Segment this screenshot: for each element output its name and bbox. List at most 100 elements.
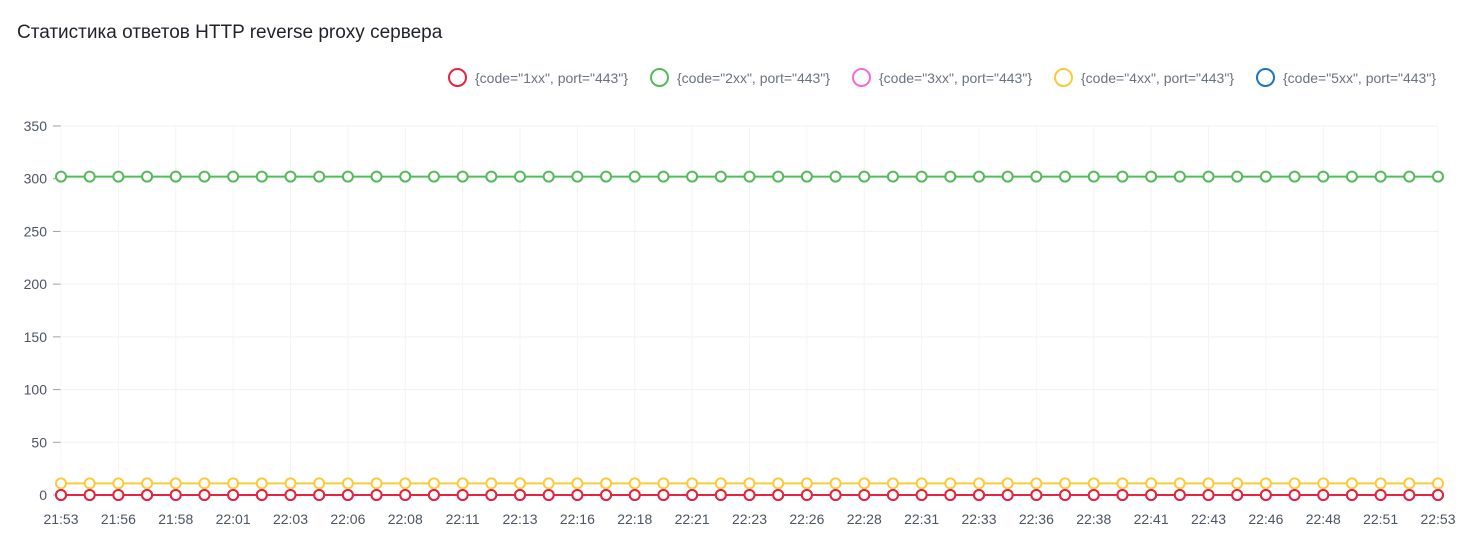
series-point — [1259, 170, 1272, 183]
x-tick-label: 22:43 — [1191, 511, 1226, 527]
series-point — [1374, 170, 1387, 183]
series-point — [227, 477, 240, 490]
series-point — [1374, 477, 1387, 490]
series-point — [1202, 489, 1215, 501]
series-point — [1059, 170, 1072, 183]
series-point — [1231, 477, 1244, 490]
series-point — [1317, 170, 1330, 183]
series-point — [1145, 170, 1158, 183]
series-point — [973, 477, 985, 490]
series-point — [83, 489, 96, 501]
series-point — [112, 170, 125, 183]
series-point — [1116, 170, 1129, 183]
legend-item[interactable]: {code="1xx", port="443"} — [448, 68, 628, 87]
legend-label: {code="1xx", port="443"} — [475, 69, 628, 86]
series-point — [1374, 489, 1387, 501]
series-point — [743, 477, 756, 490]
series-point — [55, 489, 67, 501]
series-point — [284, 170, 297, 183]
series-point — [1317, 477, 1330, 490]
legend-item[interactable]: {code="4xx", port="443"} — [1054, 68, 1234, 87]
series-point — [169, 477, 182, 490]
legend-item[interactable]: {code="5xx", port="443"} — [1256, 68, 1436, 87]
series-point — [686, 477, 699, 490]
series-point — [829, 170, 842, 183]
x-tick-label: 22:03 — [273, 511, 308, 527]
series-point — [1030, 170, 1043, 183]
series-point — [141, 477, 154, 490]
x-tick-label: 22:41 — [1134, 511, 1169, 527]
x-tick-label: 22:13 — [502, 511, 537, 527]
series-point — [743, 170, 756, 183]
x-tick-label: 22:38 — [1076, 511, 1111, 527]
series-point — [399, 477, 412, 490]
series-point — [1432, 477, 1444, 490]
series-point — [141, 489, 154, 501]
series-point — [427, 489, 440, 501]
series-point — [1030, 489, 1043, 501]
series-point — [83, 170, 96, 183]
series-point — [628, 477, 641, 490]
series-point — [772, 170, 785, 183]
legend-label: {code="5xx", port="443"} — [1283, 69, 1436, 86]
series-point — [686, 489, 699, 501]
series-point — [313, 170, 326, 183]
y-tick-label: 350 — [24, 118, 48, 134]
legend-swatch — [852, 68, 871, 87]
series-point — [514, 489, 526, 501]
series-point — [1116, 489, 1129, 501]
series-point — [915, 170, 928, 183]
legend-item[interactable]: {code="2xx", port="443"} — [650, 68, 830, 87]
series-point — [341, 170, 354, 183]
series-point — [227, 489, 240, 501]
series-point — [1202, 170, 1215, 183]
series-point — [284, 477, 297, 490]
series-point — [800, 170, 813, 183]
series-point — [456, 489, 469, 501]
series-point — [313, 477, 326, 490]
series-point — [915, 477, 928, 490]
x-tick-label: 22:06 — [330, 511, 365, 527]
series-point — [169, 489, 182, 501]
legend-swatch — [1256, 68, 1275, 87]
series-point — [198, 489, 211, 501]
legend-swatch — [650, 68, 669, 87]
series-point — [1202, 477, 1215, 490]
series-point — [628, 170, 641, 183]
series-point — [829, 477, 842, 490]
series-point — [485, 489, 498, 501]
series-point — [944, 170, 957, 183]
series-point — [686, 170, 699, 183]
series-point — [886, 170, 899, 183]
series-point — [1259, 477, 1272, 490]
series-point — [1432, 170, 1444, 183]
series-point — [370, 170, 383, 183]
series-point — [1231, 170, 1244, 183]
series-point — [886, 477, 899, 490]
series-point — [255, 170, 268, 183]
series-point — [1345, 489, 1358, 501]
series-point — [1145, 489, 1158, 501]
legend-label: {code="2xx", port="443"} — [677, 69, 830, 86]
series-point — [657, 489, 670, 501]
series-point — [370, 489, 383, 501]
series-point — [1116, 477, 1129, 490]
x-tick-label: 22:31 — [904, 511, 939, 527]
chart-legend: {code="1xx", port="443"} {code="2xx", por… — [448, 68, 1436, 87]
series-point — [169, 170, 182, 183]
series-point — [55, 477, 67, 490]
legend-item[interactable]: {code="3xx", port="443"} — [852, 68, 1032, 87]
series-point — [571, 477, 584, 490]
series-point — [1288, 170, 1301, 183]
x-tick-label: 22:23 — [732, 511, 767, 527]
series-point — [399, 489, 412, 501]
series-point — [1173, 477, 1186, 490]
x-tick-label: 22:16 — [560, 511, 595, 527]
x-tick-label: 22:08 — [388, 511, 423, 527]
series-point — [858, 477, 871, 490]
series-point — [714, 170, 727, 183]
series-point — [198, 170, 211, 183]
series-point — [800, 489, 813, 501]
series-point — [1173, 489, 1186, 501]
